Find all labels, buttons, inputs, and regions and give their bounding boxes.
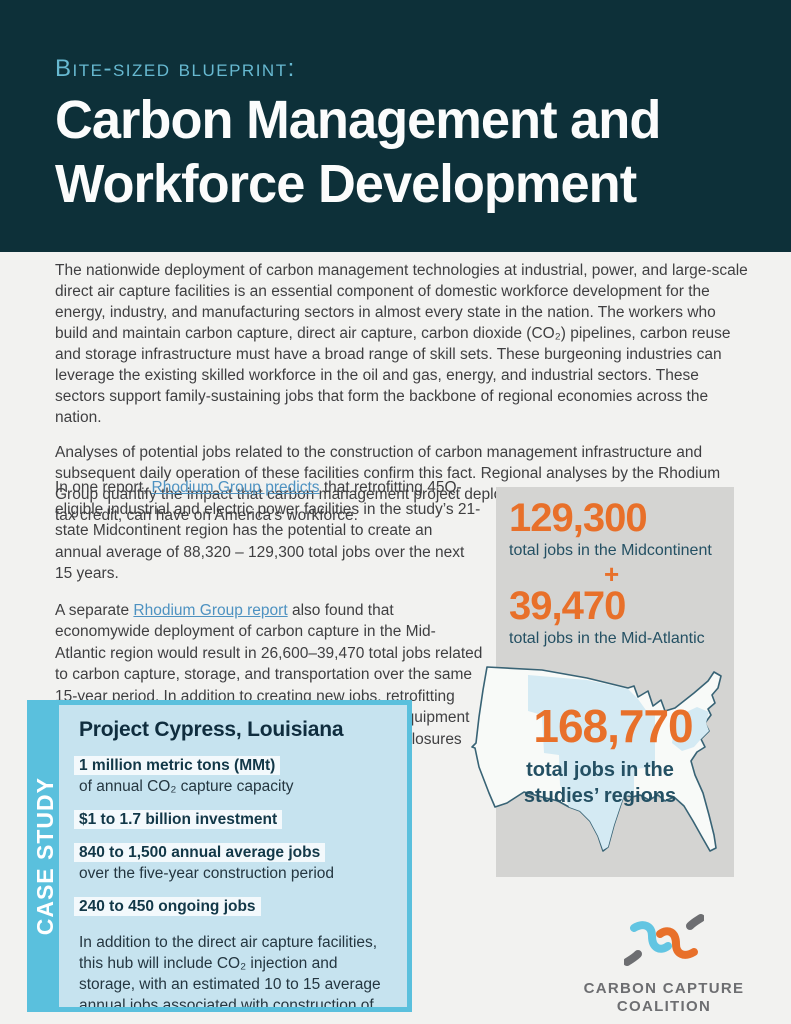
us-map-figure: 168,770 total jobs in the studies’ region… (462, 655, 762, 865)
plus-sign: + (604, 559, 620, 590)
fact-ongoing-jobs-headline: 240 to 450 ongoing jobs (74, 897, 261, 916)
midcontinent-jobs-value: 129,300 (509, 496, 648, 540)
fact-construction-jobs-detail: over the five-year construction period (79, 865, 335, 882)
report1-text-post: that retrofitting 45Q-eligible industria… (55, 479, 481, 582)
case-study-tag: CASE STUDY (32, 776, 58, 936)
case-study-fact-capacity: 1 million metric tons (MMt) of annual CO… (74, 755, 389, 797)
case-study-fact-construction-jobs: 840 to 1,500 annual average jobs over th… (74, 842, 389, 884)
page-title-line2: Workforce Development (55, 154, 637, 214)
us-map (471, 666, 722, 852)
header-banner: Bite-sized blueprint: Carbon Management … (0, 0, 791, 252)
case-study-title: Project Cypress, Louisiana (79, 718, 344, 741)
fact-capacity-headline: 1 million metric tons (MMt) (74, 756, 281, 775)
organization-name: CARBON CAPTURE COALITION (583, 980, 745, 1016)
rhodium-predicts-link[interactable]: Rhodium Group predicts (151, 479, 320, 496)
page-title-line1: Carbon Management and (55, 90, 661, 150)
report1-text-pre: In one report, (55, 479, 152, 496)
case-study-panel: CASE STUDY Project Cypress, Louisiana 1 … (27, 700, 412, 1012)
midatlantic-jobs-label: total jobs in the Mid-Atlantic (509, 630, 705, 648)
intro-paragraph-1: The nationwide deployment of carbon mana… (55, 262, 748, 426)
rhodium-report-link[interactable]: Rhodium Group report (133, 601, 288, 619)
combined-jobs-value: 168,770 (533, 700, 693, 752)
eyebrow-label: Bite-sized blueprint: (55, 55, 296, 82)
case-study-fact-ongoing-jobs: 240 to 450 ongoing jobs (74, 896, 389, 917)
case-study-content: Project Cypress, Louisiana 1 million met… (59, 705, 407, 1007)
fact-capacity-detail: of annual CO₂ capture capacity (79, 778, 294, 795)
case-study-sidebar: CASE STUDY (32, 705, 59, 1007)
midcontinent-jobs-label: total jobs in the Midcontinent (509, 542, 712, 560)
organization-name-line2: COALITION (616, 998, 712, 1015)
fact-construction-jobs-headline: 840 to 1,500 annual average jobs (74, 843, 326, 862)
midcontinent-region (528, 675, 655, 850)
combined-jobs-label: total jobs in the studies’ regions (490, 757, 710, 809)
combined-jobs-label-line2: studies’ regions (523, 785, 677, 807)
organization-logo-block: CARBON CAPTURE COALITION (583, 912, 745, 1016)
report-paragraph-1: In one report, Rhodium Group predicts th… (55, 477, 483, 585)
carbon-capture-coalition-logo-icon (624, 914, 704, 966)
midatlantic-region (672, 707, 709, 751)
report2-text-pre: A separate (55, 601, 134, 619)
combined-jobs-label-line1: total jobs in the (526, 759, 674, 781)
fact-investment-headline: $1 to 1.7 billion investment (74, 810, 283, 829)
midatlantic-jobs-value: 39,470 (509, 584, 626, 629)
case-study-fact-investment: $1 to 1.7 billion investment (74, 809, 389, 830)
case-study-body: In addition to the direct air capture fa… (79, 934, 381, 1007)
page-title: Carbon Management and Workforce Developme… (55, 88, 661, 216)
organization-name-line1: CARBON CAPTURE (583, 980, 745, 997)
